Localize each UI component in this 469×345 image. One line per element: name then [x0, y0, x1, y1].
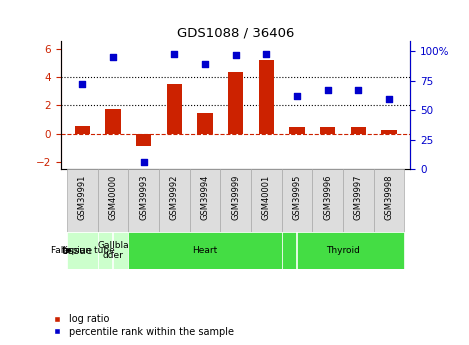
Bar: [75, 126, 90, 134]
Point: [140, 160, 147, 165]
Text: GSM40000: GSM40000: [109, 175, 118, 220]
Text: Fallopian tube: Fallopian tube: [51, 246, 114, 255]
Legend: log ratio, percentile rank within the sample: log ratio, percentile rank within the sa…: [47, 314, 235, 337]
Point: [385, 96, 393, 101]
Bar: [67, 232, 98, 269]
Point: [293, 93, 301, 99]
Bar: [189, 169, 220, 232]
Bar: [282, 169, 312, 232]
Point: [324, 88, 332, 93]
Point: [232, 52, 239, 58]
Text: GSM40001: GSM40001: [262, 175, 271, 220]
Text: GSM39994: GSM39994: [201, 175, 210, 220]
Text: GSM39992: GSM39992: [170, 175, 179, 220]
Bar: [136, 134, 151, 146]
Bar: [289, 128, 305, 134]
Text: tissue: tissue: [61, 246, 93, 256]
Text: GSM39998: GSM39998: [385, 175, 393, 220]
Bar: [129, 169, 159, 232]
Text: GSM39993: GSM39993: [139, 175, 148, 220]
Bar: [197, 113, 212, 134]
Bar: [251, 169, 282, 232]
Point: [201, 61, 209, 67]
Text: GSM39991: GSM39991: [78, 175, 87, 220]
Point: [79, 82, 86, 87]
Point: [263, 51, 270, 56]
Text: GDS1088 / 36406: GDS1088 / 36406: [177, 27, 295, 40]
Text: Thyroid: Thyroid: [326, 246, 360, 255]
Text: GSM39997: GSM39997: [354, 175, 363, 220]
Bar: [106, 109, 121, 134]
Text: Gallbla
dder: Gallbla dder: [97, 241, 129, 260]
Point: [355, 88, 362, 93]
Bar: [228, 72, 243, 134]
Bar: [282, 232, 404, 269]
Text: GSM39995: GSM39995: [293, 175, 302, 220]
Bar: [312, 169, 343, 232]
Text: Heart: Heart: [192, 246, 218, 255]
Bar: [220, 169, 251, 232]
Bar: [98, 232, 129, 269]
Bar: [166, 84, 182, 134]
Bar: [259, 60, 274, 134]
Bar: [320, 127, 335, 134]
Bar: [374, 169, 404, 232]
Point: [109, 55, 117, 60]
Text: GSM39996: GSM39996: [323, 175, 332, 220]
Bar: [351, 127, 366, 134]
Bar: [159, 169, 189, 232]
Text: GSM39999: GSM39999: [231, 175, 240, 220]
Bar: [381, 130, 397, 134]
Point: [171, 51, 178, 56]
Bar: [98, 169, 129, 232]
Bar: [343, 169, 374, 232]
Bar: [67, 169, 98, 232]
Bar: [129, 232, 282, 269]
